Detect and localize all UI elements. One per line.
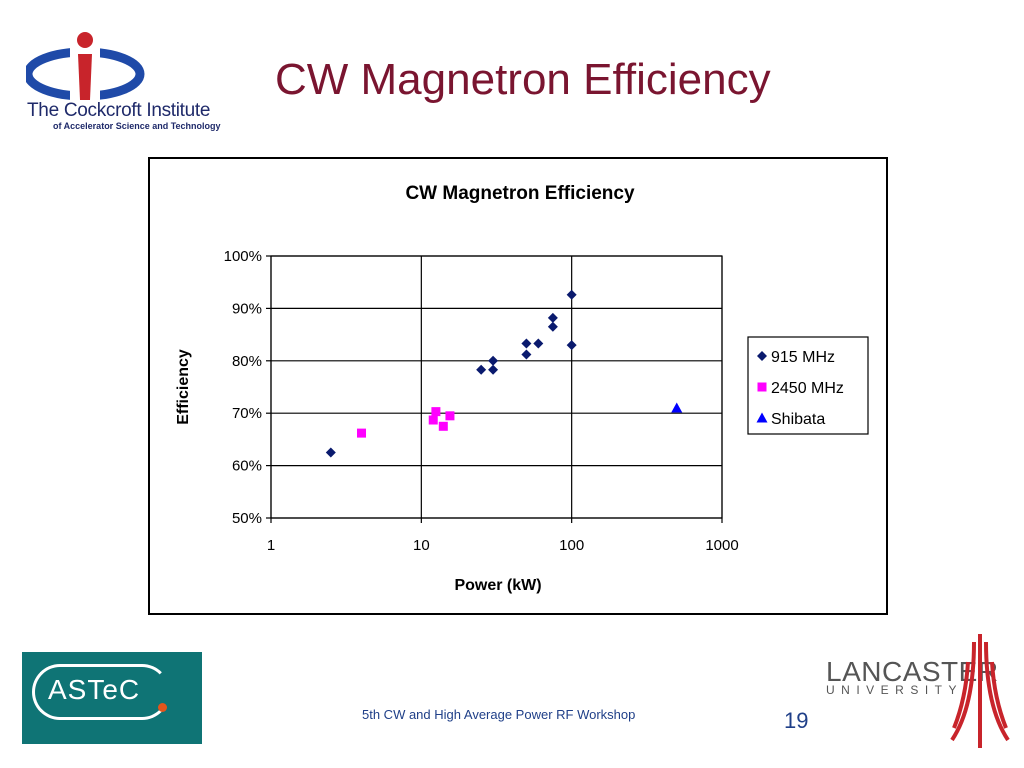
data-point-diamond [325,447,336,458]
data-point-diamond [566,340,577,351]
x-tick-label: 100 [559,537,584,554]
data-point-square [445,411,455,421]
data-point-diamond [533,338,544,349]
legend-marker-triangle [756,412,768,423]
lancaster-subtitle: UNIVERSITY [826,683,964,697]
data-point-diamond [566,289,577,300]
efficiency-chart: CW Magnetron Efficiency 50% 60% 70% 80% 90% 1… [175,183,869,594]
x-axis-label: Power (kW) [454,577,541,594]
y-tick-label: 90% [232,300,262,317]
lancaster-name: LANCASTER [826,656,999,687]
data-point-diamond [521,349,532,360]
footer-text: 5th CW and High Average Power RF Worksho… [362,707,636,722]
astec-dot-icon [158,703,167,712]
data-point-diamond [476,364,487,375]
x-tick-label: 1000 [705,537,738,554]
chart-container: CW Magnetron Efficiency 50% 60% 70% 80% 90% 1… [148,157,888,615]
y-tick-label: 80% [232,353,262,370]
page-number: 19 [784,708,809,733]
cockcroft-subtitle: of Accelerator Science and Technology [53,121,221,131]
y-tick-label: 100% [224,248,262,265]
data-point-diamond [488,364,499,375]
cockcroft-logo-icon [26,32,145,104]
data-point-diamond [547,321,558,332]
legend-marker-diamond [757,351,767,361]
chart-title: CW Magnetron Efficiency [405,183,635,204]
legend-label: 2450 MHz [771,380,844,397]
chart-legend: 915 MHz 2450 MHz Shibata [747,336,869,435]
x-tick-label: 1 [267,537,275,554]
astec-logo-text: ASTeC [48,674,141,705]
data-point-square [431,407,441,417]
legend-label: Shibata [771,411,825,428]
data-point-diamond [547,312,558,323]
x-tick-label: 10 [413,537,430,554]
data-point-triangle [671,402,683,413]
data-point-diamond [521,338,532,349]
y-tick-label: 70% [232,405,262,422]
slide-title: CW Magnetron Efficiency [275,55,771,104]
legend-label: 915 MHz [771,349,835,366]
astec-ring-icon [32,664,170,720]
plot-area [270,255,723,519]
data-point-diamond [488,355,499,366]
legend-marker-square [757,382,767,392]
cockcroft-name: The Cockcroft Institute [27,100,211,121]
data-point-square [438,421,448,431]
data-point-square [357,428,367,438]
y-axis-label: Efficiency [175,349,192,425]
data-point-square [428,415,438,425]
y-tick-label: 60% [232,458,262,475]
y-tick-label: 50% [232,510,262,527]
legend-box [747,336,869,435]
lancaster-emblem-icon [950,634,1010,748]
